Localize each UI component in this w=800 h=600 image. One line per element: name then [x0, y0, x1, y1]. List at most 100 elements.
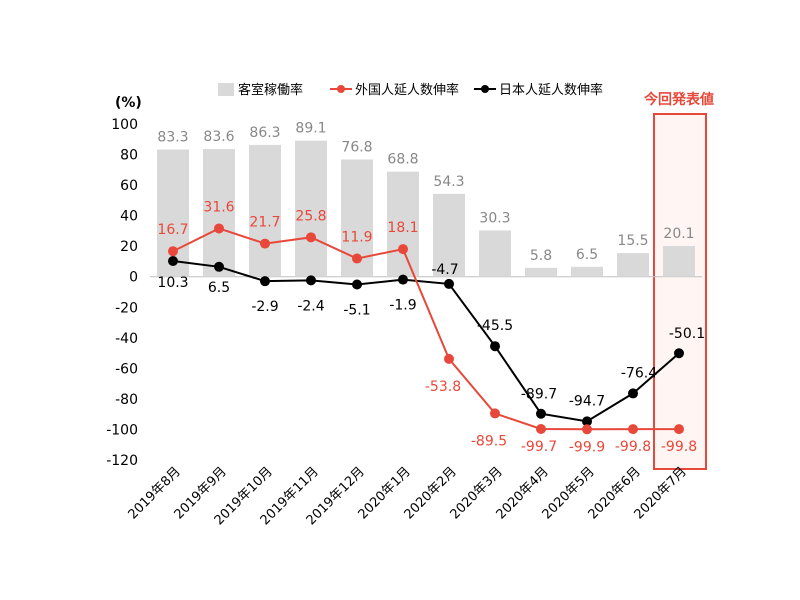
line-point [444, 278, 454, 289]
bar-value-label: 86.3 [249, 125, 280, 141]
line-value-label: 31.6 [203, 199, 234, 215]
line-value-label: -5.1 [343, 303, 370, 319]
line-point [674, 424, 684, 435]
line-point [260, 276, 270, 287]
line-value-label: -2.4 [297, 298, 324, 314]
line-value-label: -99.8 [615, 439, 651, 455]
y-tick-label: 20 [120, 239, 138, 255]
line-value-label: -2.9 [251, 299, 278, 315]
line-point [168, 246, 178, 257]
line-value-label: -1.9 [389, 298, 416, 314]
line-point [582, 416, 592, 427]
line-value-label: 25.8 [295, 208, 326, 224]
bar-value-label: 15.5 [617, 233, 648, 249]
series-line-1 [172, 227, 679, 431]
bar [295, 140, 327, 277]
highlight-box [653, 113, 707, 470]
legend-label: 外国人延人数伸率 [355, 82, 459, 98]
line-value-label: 6.5 [208, 280, 230, 296]
bar [249, 144, 281, 277]
line-value-label: -99.8 [661, 439, 697, 455]
line-value-label: -99.9 [569, 439, 605, 455]
bar-value-label: 76.8 [341, 139, 372, 155]
bar [663, 246, 695, 277]
line-value-label: -99.7 [521, 439, 557, 455]
series-line-2 [172, 260, 680, 423]
bar [525, 267, 557, 277]
y-axis: 100 80 60 40 20 0 -20 -40 -60 -80 -100 -120 [106, 117, 138, 469]
line-point [214, 261, 224, 272]
bar-series [157, 140, 695, 277]
y-tick-label: -20 [115, 300, 138, 316]
y-tick-label: 100 [111, 117, 138, 133]
bar [387, 171, 419, 277]
bar-value-label: 83.3 [157, 130, 188, 146]
legend-label: 日本人延人数伸率 [499, 82, 603, 98]
line-value-label: -89.7 [521, 387, 557, 403]
line-value-label: -45.5 [477, 318, 513, 334]
line-point [674, 348, 684, 359]
line-value-label: 11.9 [341, 230, 372, 246]
bar [203, 149, 235, 277]
line-point [214, 223, 224, 234]
line-point [628, 388, 638, 399]
y-tick-label: 60 [120, 178, 138, 194]
bar-value-label: 89.1 [295, 121, 326, 137]
bar-value-label: 68.8 [387, 152, 418, 168]
line-point [168, 255, 178, 266]
legend-swatch-bar [218, 83, 234, 96]
line-value-label: -4.7 [431, 262, 458, 278]
line-value-label: 10.3 [157, 275, 188, 291]
line-point [444, 353, 454, 364]
line-point [260, 238, 270, 249]
bar-value-label: 6.5 [576, 247, 598, 263]
line-point [490, 408, 500, 419]
line-point [536, 408, 546, 419]
callout: 今回発表値 [643, 91, 714, 470]
line-value-label: 21.7 [249, 215, 280, 231]
line-point [352, 279, 362, 290]
bar [571, 266, 603, 277]
bar-value-label: 54.3 [433, 174, 464, 190]
line-value-label: -76.4 [621, 365, 657, 381]
line-point [306, 275, 316, 286]
legend-marker [481, 85, 489, 93]
line-series [168, 223, 684, 435]
line-value-label: -53.8 [425, 379, 461, 395]
line-point [490, 341, 500, 352]
y-tick-label: -40 [115, 331, 138, 347]
line-value-label: -50.1 [669, 326, 705, 342]
y-tick-label: 80 [120, 148, 138, 164]
y-tick-label: 0 [129, 270, 138, 286]
callout-label: 今回発表値 [643, 91, 714, 108]
bar-value-label: 5.8 [530, 248, 552, 264]
line-point [628, 424, 638, 435]
y-tick-label: 40 [120, 209, 138, 225]
x-axis: 2019年8月2019年9月2019年10月2019年11月2019年12月20… [126, 464, 690, 528]
bar-labels: 83.3 83.6 86.3 89.1 76.8 68.8 54.3 30.3 5.8 6.5 15… [157, 121, 694, 264]
legend-label: 客室稼働率 [238, 82, 303, 98]
y-axis-unit-label: (%) [115, 95, 142, 111]
y-tick-label: -60 [115, 361, 138, 377]
line-value-label: 16.7 [157, 222, 188, 238]
bar-value-label: 83.6 [203, 129, 234, 145]
bar-value-label: 30.3 [479, 210, 510, 226]
y-tick-label: -100 [106, 422, 138, 438]
line-value-label: -89.5 [471, 433, 507, 449]
line-point [398, 274, 408, 285]
line-point [398, 244, 408, 255]
line-point [352, 253, 362, 264]
y-tick-label: -80 [115, 392, 138, 408]
line-labels: 16.731.621.7 25.811.918.1-53.8-89.5 -99.7-… [157, 199, 705, 455]
bar [617, 253, 649, 277]
legend-marker [337, 85, 345, 93]
line-value-label: -94.7 [569, 393, 605, 409]
line-point [306, 232, 316, 243]
bar [433, 193, 465, 277]
line-point [582, 424, 592, 435]
bar-value-label: 20.1 [663, 226, 694, 242]
y-tick-label: -120 [106, 453, 138, 469]
bar [479, 230, 511, 277]
line-point [536, 423, 546, 434]
legend: 客室稼働率 外国人延人数伸率 日本人延人数伸率 [218, 82, 603, 98]
